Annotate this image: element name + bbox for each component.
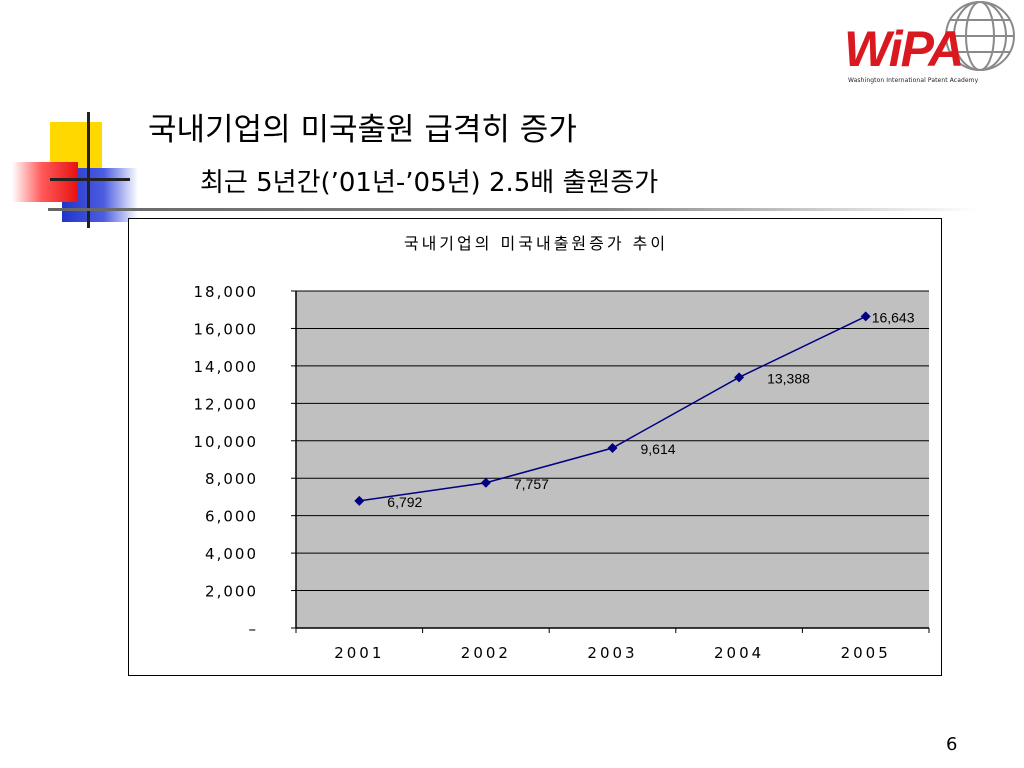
- data-point: [607, 443, 618, 454]
- y-tick-label: 2,000: [205, 583, 258, 601]
- y-tick-label: 4,000: [205, 545, 258, 563]
- logo-tagline: Washington International Patent Academy: [848, 77, 979, 84]
- data-label: 16,643: [872, 309, 915, 325]
- y-tick-label: 16,000: [194, 320, 259, 338]
- line-chart: 국내기업의 미국내출원증가 추이 – 2,000 4,000 6,000 8,000 10…: [194, 234, 930, 662]
- globe-icon: [945, 1, 1015, 71]
- decor-red-square: [12, 162, 78, 202]
- y-tick-label: 14,000: [194, 358, 259, 376]
- data-label: 13,388: [767, 370, 810, 386]
- y-tick-label: –: [249, 620, 259, 638]
- data-point: [734, 372, 745, 383]
- decor-vertical-line: [87, 112, 90, 228]
- x-tick-label: 2003: [587, 644, 637, 662]
- chart-container: 국내기업의 미국내출원증가 추이 – 2,000 4,000 6,000 8,000 10…: [128, 218, 942, 676]
- y-tick-label: 18,000: [194, 283, 259, 301]
- data-label: 6,792: [387, 494, 422, 510]
- title-underline: [48, 208, 978, 211]
- x-tick-label: 2002: [461, 644, 511, 662]
- x-tick-label: 2005: [841, 644, 891, 662]
- slide-title: 국내기업의 미국출원 급격히 증가: [148, 112, 577, 148]
- y-tick-label: 12,000: [194, 395, 259, 413]
- chart-title: 국내기업의 미국내출원증가 추이: [404, 234, 668, 253]
- plot-area: [296, 291, 929, 628]
- y-tick-label: 6,000: [205, 508, 258, 526]
- y-tick-label: 8,000: [205, 470, 258, 488]
- data-label: 7,757: [514, 476, 549, 492]
- data-label: 9,614: [641, 441, 676, 457]
- slide-subtitle: 최근 5년간(’01년-’05년) 2.5배 출원증가: [200, 168, 659, 198]
- wipa-logo: WiPA: [844, 1, 1015, 77]
- y-tick-label: 10,000: [194, 433, 259, 451]
- data-point: [860, 311, 871, 322]
- logo-wordmark: WiPA: [844, 21, 962, 77]
- decor-horizontal-line: [50, 178, 130, 181]
- page-number: 6: [946, 734, 958, 755]
- data-point: [354, 495, 365, 506]
- x-tick-label: 2001: [334, 644, 384, 662]
- data-point: [480, 477, 491, 488]
- x-tick-label: 2004: [714, 644, 764, 662]
